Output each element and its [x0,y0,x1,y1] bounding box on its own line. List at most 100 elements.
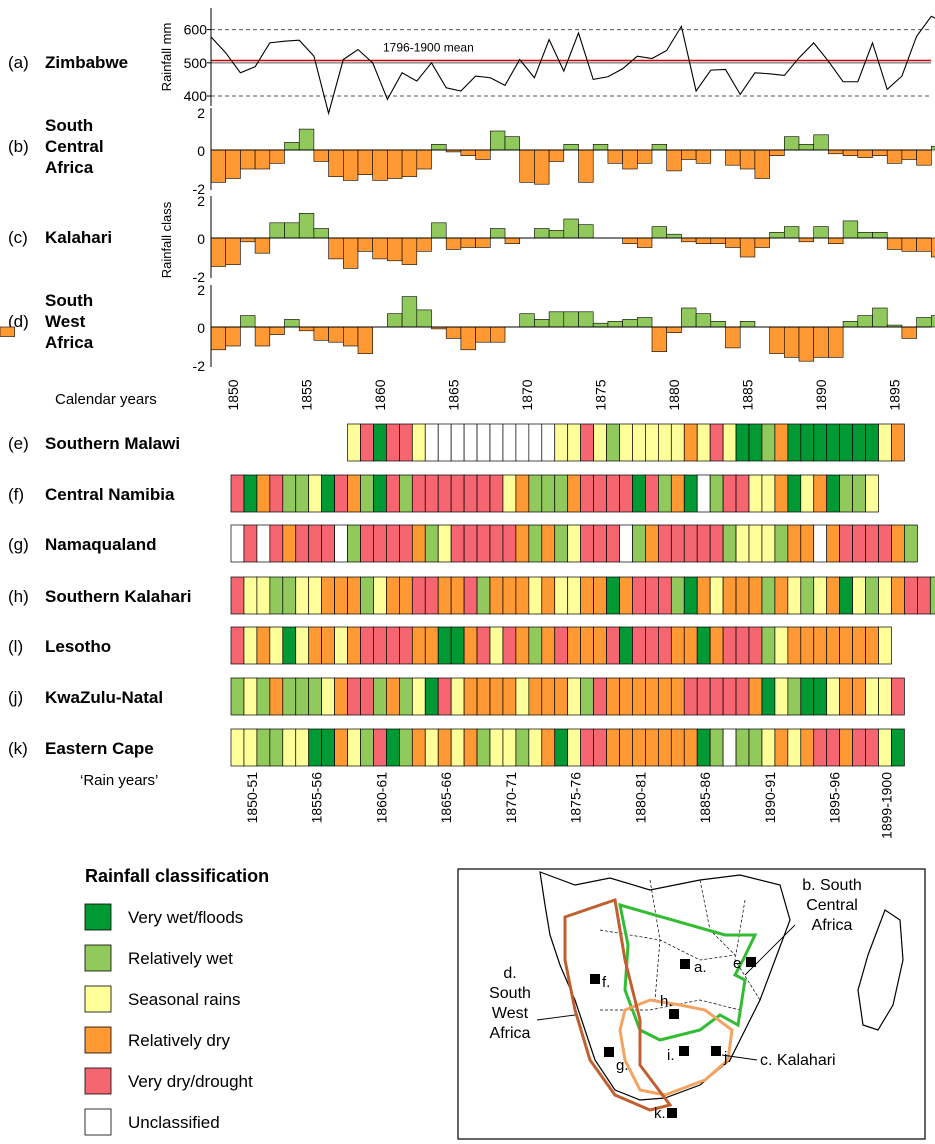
heat-cell [774,524,789,563]
heat-cell [334,524,348,563]
heat-cell [489,576,504,615]
heat-cell [308,626,323,665]
heat-cell [373,423,387,462]
heat-cell [424,423,439,462]
site-label: j. [723,1049,732,1066]
heat-cell [593,677,607,716]
heat-cell [541,728,556,767]
heat-cell [321,626,335,665]
heat-cell [593,474,607,513]
bar [431,222,447,239]
rain-year-tick: 1860-61 [373,772,389,824]
y-axis-label-class: Rainfall class [159,201,174,278]
legend-label: Very dry/drought [128,1072,253,1091]
heat-cell [683,524,698,563]
heat-cell [606,423,620,462]
heat-cell [696,576,711,615]
bar [357,237,373,252]
heat-cell [424,626,439,665]
y-tick-label: 0 [197,320,205,336]
heat-cell [334,474,348,513]
bar [254,237,271,254]
heat-cell [386,728,400,767]
heat-cell [347,576,361,615]
bar [210,149,226,183]
row-name: KwaZulu-Natal [45,688,163,707]
bar [607,320,623,328]
heat-cell [774,576,789,615]
heat-cell [878,423,892,462]
heat-cell [476,677,491,716]
heat-cell [502,524,517,563]
bar [901,326,917,339]
bar [387,149,403,179]
heat-cell [748,677,763,716]
bar [930,145,935,151]
heat-cell [230,626,245,665]
x-tick-label: 1895 [887,379,903,410]
country-border [599,929,736,961]
bar [372,149,388,181]
heat-cell [657,576,672,615]
heat-cell [632,423,646,462]
x-tick-label: 1875 [593,379,609,410]
bar [475,326,491,343]
heat-cell [580,728,594,767]
bar [725,237,741,248]
heat-cell [230,677,245,716]
heat-cell [554,474,569,513]
heat-cell [515,576,530,615]
heat-cell [554,576,569,615]
heat-cell [593,524,607,563]
heat-cell [683,728,698,767]
bar [445,326,462,339]
label-line: b. South [802,877,862,894]
heat-cell [645,524,659,563]
site-label: f. [602,974,610,991]
heat-cell [321,728,335,767]
heat-cell [308,728,323,767]
heat-cell [813,576,828,615]
heat-cell [282,524,297,563]
heat-cell [347,423,361,462]
bar [284,222,300,239]
bar [813,326,829,358]
bar [519,313,535,328]
heat-cell [424,728,439,767]
bar [710,320,726,328]
bar [416,237,432,252]
bar [842,149,859,156]
heat-cell [502,626,517,665]
region-map: a. e f. g. h. i. j. k. b. South Central Africa c. K… [457,868,926,1140]
heat-cell [528,474,543,513]
legend-swatch [84,985,112,1013]
heat-cell [567,728,582,767]
heat-cell [437,728,452,767]
heat-cell [722,626,737,665]
heat-cell [502,423,517,462]
heat-cell [399,728,413,767]
heat-cell [852,677,866,716]
panel-name-line: South [45,291,93,310]
bar [930,237,935,258]
heat-cell [696,524,711,563]
heat-cell [593,576,607,615]
heat-cell [360,626,374,665]
heat-cell [593,728,607,767]
heat-cell [334,677,348,716]
heat-cell [567,576,582,615]
heat-cell [593,626,607,665]
bar [769,326,785,354]
heat-cell [722,423,737,462]
heat-cell [334,576,348,615]
heat-cell [243,626,258,665]
bar [210,326,226,351]
heat-cell [476,524,491,563]
heat-cell [450,728,465,767]
heat-cell [800,474,815,513]
heat-cell [502,576,517,615]
heat-cell [347,677,361,716]
heat-cell [670,626,685,665]
heat-cell [373,524,387,563]
bar [328,237,344,260]
